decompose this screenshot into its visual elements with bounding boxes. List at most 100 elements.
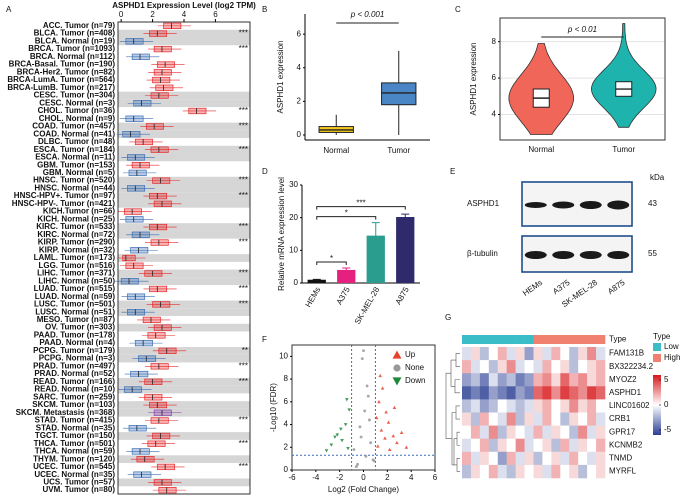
box (152, 432, 171, 440)
category-label: TGCT. Tumor (n=150) (35, 431, 115, 440)
heat-cell (542, 464, 552, 479)
box (128, 169, 147, 177)
significance-label: *** (239, 145, 248, 154)
category-label: PRAD. Tumor (n=497) (33, 361, 115, 370)
point (376, 444, 380, 448)
heat-cell (479, 360, 490, 374)
heat-cell (551, 438, 561, 453)
significance-label: *** (239, 238, 248, 247)
box (125, 115, 144, 122)
heat-cell (551, 412, 561, 426)
heat-cell (524, 438, 534, 453)
x-tick-label: A375 (335, 285, 352, 306)
category-label: LUAD. Normal (n=59) (35, 292, 116, 301)
box (125, 262, 144, 269)
heat-cell (506, 425, 516, 439)
heat-cell (542, 373, 552, 387)
x-axis-label: Log2 (Fold Change) (328, 485, 399, 494)
row-shade (118, 377, 250, 386)
heat-cell (515, 373, 525, 387)
box (123, 386, 142, 393)
heat-cell (488, 373, 499, 387)
heat-cell (542, 438, 552, 453)
heat-cell (569, 386, 579, 400)
point (387, 447, 392, 451)
heat-cell (470, 373, 481, 387)
point (374, 415, 379, 420)
point (378, 373, 382, 378)
box (130, 247, 149, 254)
colorbar-label: 5 (664, 375, 669, 384)
comparison-bracket (316, 261, 347, 265)
row-label: KCNMB2 (609, 440, 643, 449)
heat-cell (578, 464, 588, 479)
category-label: UVM. Tumor (n=80) (42, 485, 115, 494)
box (131, 53, 150, 60)
group-cell (462, 335, 472, 344)
heat-cell (479, 464, 490, 479)
row-shade (118, 354, 250, 363)
heat-cell (542, 399, 552, 413)
x-tick-label: 4 (182, 10, 187, 19)
point (365, 384, 369, 388)
category-label: GBM. Tumor (n=153) (37, 160, 115, 169)
legend-label: High (664, 353, 680, 362)
heat-cell (479, 386, 490, 400)
violin (590, 23, 657, 128)
heat-cell (578, 425, 588, 439)
heat-cell (470, 425, 481, 439)
heat-cell (506, 373, 516, 387)
box (133, 100, 152, 107)
heat-cell (462, 360, 472, 374)
y-tick-label: 6 (492, 73, 497, 82)
point (346, 446, 350, 451)
bar (366, 235, 385, 283)
panel-letter: D (262, 167, 268, 176)
unit-label: kDa (650, 173, 665, 182)
heat-cell (524, 347, 534, 361)
x-tick-label: 2 (385, 473, 390, 482)
heat-cell (551, 425, 561, 439)
panel-letter: C (455, 5, 461, 14)
category-label: SARC. Tumor (n=259) (33, 392, 115, 401)
y-tick-label: 4 (284, 420, 289, 429)
row-shade (118, 269, 250, 278)
category-label: THCA. Normal (n=59) (35, 447, 116, 456)
box (150, 239, 169, 246)
row-label: ASPHD1 (609, 388, 642, 397)
heat-cell (533, 360, 543, 374)
point (372, 459, 376, 463)
x-tick-label: Normal (528, 145, 554, 154)
box (128, 425, 147, 432)
heat-cell (488, 438, 499, 453)
point (380, 386, 385, 390)
box (153, 324, 172, 331)
heat-cell (488, 412, 499, 426)
point (359, 435, 363, 439)
row-shade (118, 184, 250, 193)
heat-cell (533, 451, 543, 466)
point (399, 430, 404, 434)
heat-cell (578, 399, 588, 413)
group-cell (524, 335, 534, 344)
heat-cell (596, 412, 606, 426)
point (368, 418, 371, 422)
heat-cell (488, 451, 499, 466)
box (142, 316, 161, 324)
error-bar (371, 222, 380, 249)
box (150, 363, 169, 370)
box (147, 440, 166, 447)
category-label: LUAD. Tumor (n=515) (34, 284, 116, 293)
heat-cell (462, 386, 472, 400)
box (138, 355, 157, 362)
heat-cell (587, 425, 597, 439)
heat-cell (560, 360, 570, 374)
heat-cell (596, 373, 606, 387)
row-label: FAM131B (609, 349, 644, 358)
heat-cell (569, 399, 579, 413)
category-label: KIRC. Tumor (n=533) (36, 222, 115, 231)
heat-cell (578, 360, 588, 374)
point (386, 420, 391, 424)
heat-cell (497, 412, 507, 426)
lane-label: HEMs (521, 278, 544, 298)
